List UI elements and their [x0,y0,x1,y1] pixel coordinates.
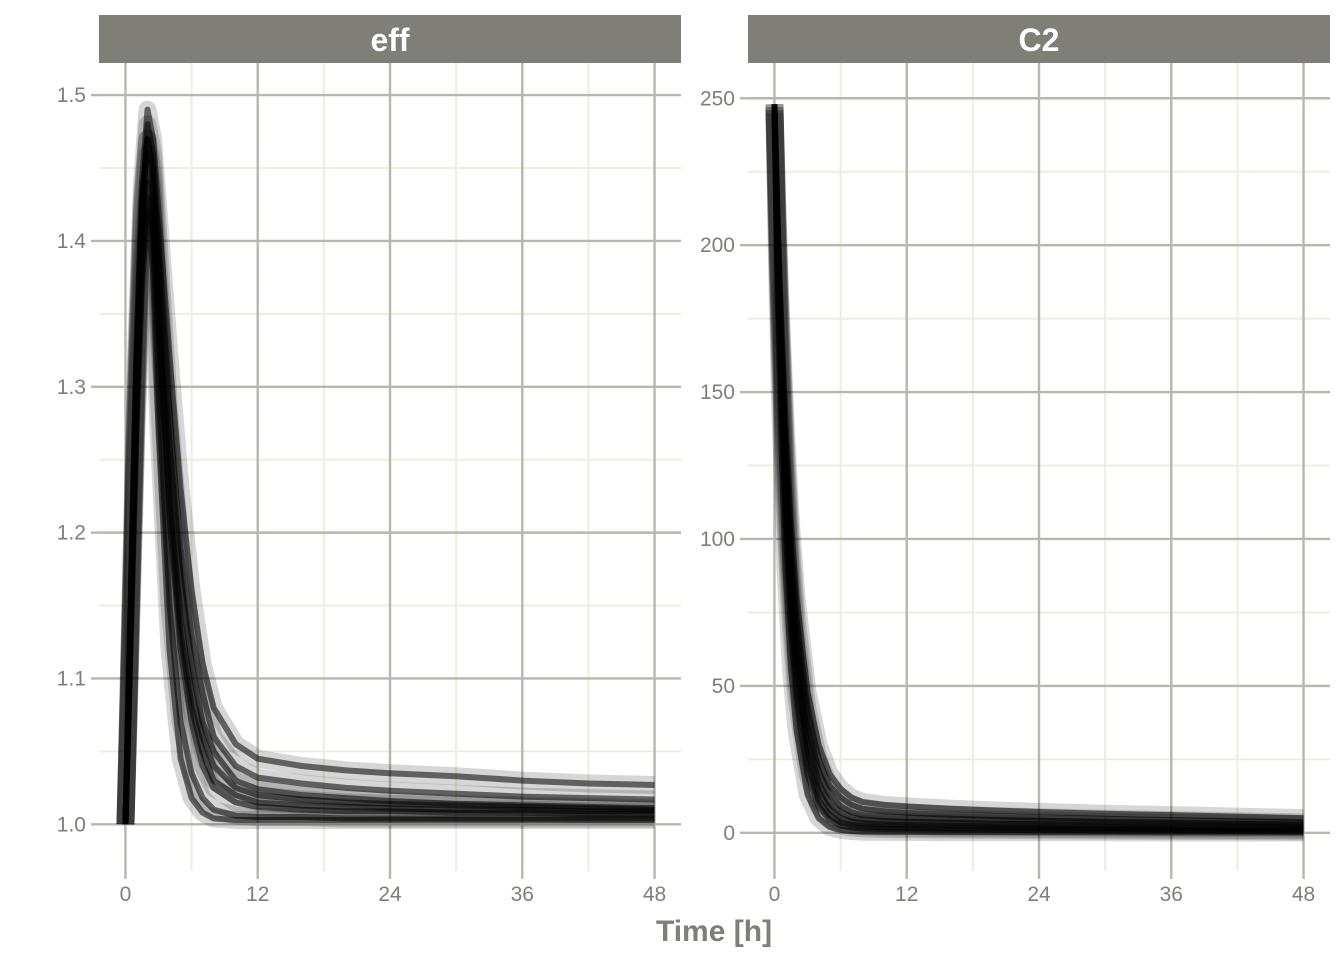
x-tick-label: 24 [378,883,402,906]
panel-eff: eff 1.0 1.1 1.2 1.3 1.4 1.5 0 12 24 36 48 [57,15,681,906]
x-tick-label: 12 [895,883,918,906]
y-tick-label: 1.3 [57,376,86,399]
y-tick-label: 1.1 [57,667,86,690]
panel-title: C2 [1019,22,1060,58]
x-tick-label: 12 [246,883,269,906]
x-tick-label: 48 [1292,883,1315,906]
series-line [122,135,655,825]
x-tick-label: 0 [120,883,132,906]
panel-c2: C2 0 50 100 150 200 250 0 12 24 36 48 [700,15,1330,906]
x-tick-label: 24 [1027,883,1051,906]
x-tick-label: 48 [643,883,666,906]
panel-strip [99,15,681,63]
panel-title: eff [370,22,409,58]
x-tick-label: 36 [1160,883,1183,906]
y-tick-label: 1.4 [57,230,87,253]
x-axis-title: Time [h] [656,915,772,948]
y-tick-label: 150 [700,381,735,404]
y-tick-label: 250 [700,87,735,110]
y-tick-label: 0 [723,822,735,845]
x-tick-label: 0 [769,883,781,906]
x-tick-label: 36 [511,883,534,906]
y-tick-label: 100 [700,528,735,551]
series-line [771,109,1304,834]
panel-strip [748,15,1330,63]
y-tick-label: 200 [700,234,735,257]
y-tick-label: 50 [712,675,735,698]
y-tick-label: 1.2 [57,522,86,545]
y-tick-label: 1.5 [57,84,86,107]
y-tick-label: 1.0 [57,813,86,836]
series-line [771,112,1304,836]
